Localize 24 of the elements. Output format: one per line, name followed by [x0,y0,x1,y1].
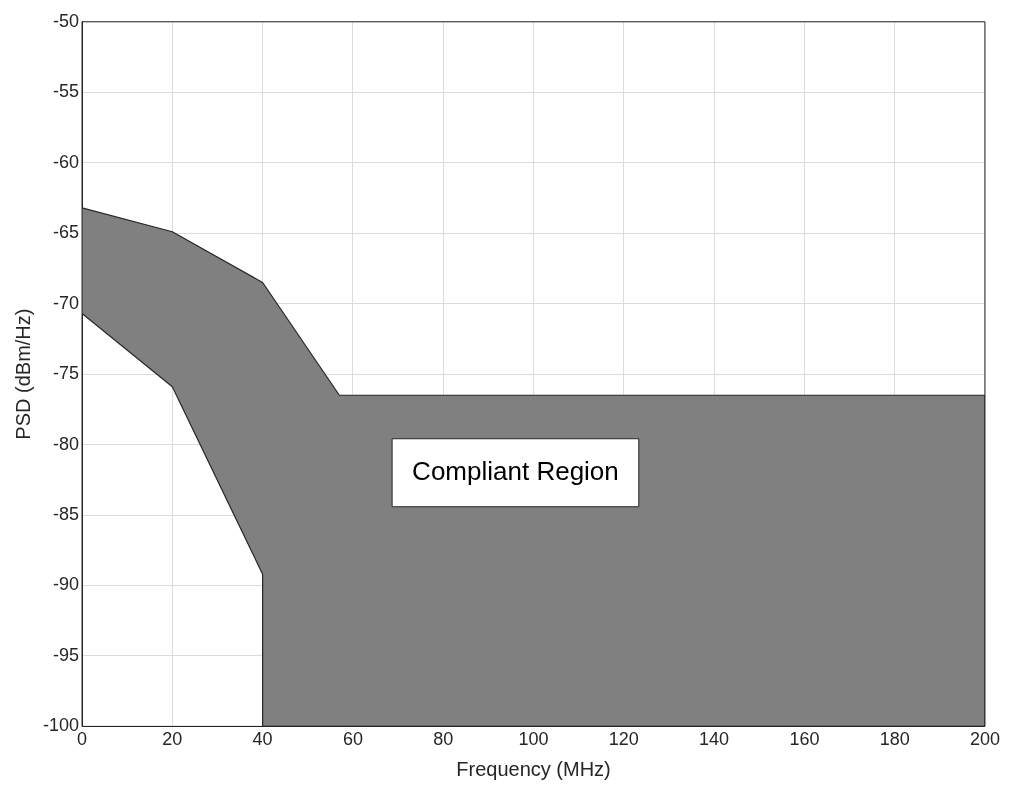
y-tick-label: -70 [53,292,80,313]
x-tick-label: 200 [969,729,1001,750]
y-tick-label: -95 [53,644,80,665]
x-tick-label: 160 [789,729,820,750]
x-tick-label: 20 [162,729,183,750]
x-tick-label: 80 [433,729,454,750]
x-tick-label: 0 [77,729,88,750]
y-tick-label: -55 [53,81,80,102]
x-axis-title: Frequency (MHz) [456,757,611,780]
y-tick-label: -80 [53,433,80,454]
y-tick-label: -50 [53,10,80,31]
y-tick-label: -60 [53,151,80,172]
y-tick-label: -75 [53,363,80,384]
y-tick-label: -90 [53,574,80,595]
x-tick-label: 100 [518,729,549,750]
x-tick-label: 40 [252,729,273,750]
y-tick-label: -65 [53,222,80,243]
x-tick-label: 60 [342,729,363,750]
y-tick-label: -85 [53,503,80,524]
annotation: Compliant Region [412,455,619,486]
x-tick-label: 140 [699,729,730,750]
x-tick-label: 180 [879,729,910,750]
x-tick-label: 120 [608,729,639,750]
y-axis-title: PSD (dBm/Hz) [11,308,34,440]
